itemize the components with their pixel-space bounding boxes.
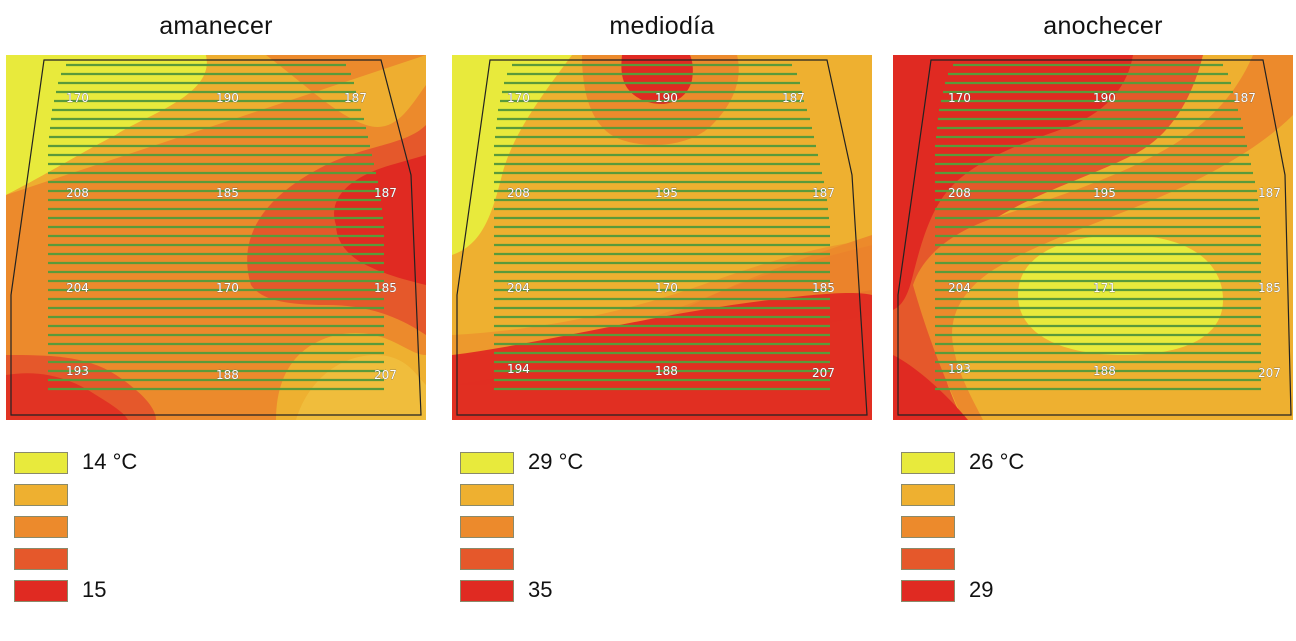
legend-label-top: 26 °C xyxy=(969,449,1025,474)
legend-swatch xyxy=(901,548,955,570)
legend-label-bottom: 29 xyxy=(969,577,994,602)
node-label: 204 xyxy=(66,281,89,295)
panel-title: anochecer xyxy=(1043,12,1163,40)
node-label: 188 xyxy=(655,364,678,378)
node-labels: 170 190 187 208 185 187 204 170 185 193 … xyxy=(66,91,397,383)
node-label: 190 xyxy=(216,91,239,105)
node-label: 185 xyxy=(216,186,239,200)
legend-item xyxy=(460,484,660,516)
node-label: 187 xyxy=(1233,91,1256,105)
heat-zone-light-orange xyxy=(296,355,426,420)
legend-item xyxy=(460,548,660,580)
node-label: 207 xyxy=(812,366,835,380)
heat-zone-red xyxy=(893,355,968,420)
heat-zone-red xyxy=(6,373,128,420)
node-label: 185 xyxy=(812,281,835,295)
node-label: 188 xyxy=(1093,364,1116,378)
node-label: 170 xyxy=(216,281,239,295)
row-lines xyxy=(48,63,384,391)
legend-swatch xyxy=(14,484,68,506)
node-label: 170 xyxy=(66,91,89,105)
node-label: 190 xyxy=(655,91,678,105)
row-lines xyxy=(935,63,1261,391)
node-label: 170 xyxy=(507,91,530,105)
row-lines xyxy=(494,63,830,391)
node-label: 194 xyxy=(507,362,530,376)
legend-swatch xyxy=(460,580,514,602)
node-label: 185 xyxy=(1258,281,1281,295)
node-label: 190 xyxy=(1093,91,1116,105)
panel-title: mediodía xyxy=(609,12,715,40)
legend-swatch xyxy=(901,580,955,602)
node-label: 208 xyxy=(507,186,530,200)
legend-swatch xyxy=(901,484,955,506)
panel-mediodia: mediodía xyxy=(452,0,872,641)
legend-item xyxy=(901,516,1101,548)
node-label: 195 xyxy=(1093,186,1116,200)
node-label: 204 xyxy=(948,281,971,295)
node-label: 187 xyxy=(344,91,367,105)
legend-swatch xyxy=(460,484,514,506)
legend-swatch xyxy=(14,452,68,474)
heat-zone-yellow xyxy=(6,55,207,195)
legend-swatch xyxy=(14,516,68,538)
field-outline xyxy=(456,59,868,416)
node-labels: 170 190 187 208 195 187 204 171 185 193 … xyxy=(948,91,1281,381)
node-label: 208 xyxy=(948,186,971,200)
node-label: 188 xyxy=(216,368,239,382)
node-label: 187 xyxy=(782,91,805,105)
legend-item xyxy=(14,484,214,516)
node-label: 187 xyxy=(374,186,397,200)
legend-item: 29 °C xyxy=(460,449,660,484)
field-outline xyxy=(897,59,1292,416)
legend-item xyxy=(14,548,214,580)
legend-label-bottom: 15 xyxy=(82,577,107,602)
legend-label-bottom: 35 xyxy=(528,577,553,602)
node-label: 187 xyxy=(812,186,835,200)
panel-amanecer: amanecer xyxy=(6,0,426,641)
legend-label-top: 29 °C xyxy=(528,449,584,474)
heat-zone-light-orange xyxy=(6,55,426,195)
node-label: 185 xyxy=(374,281,397,295)
heatmap-amanecer: 170 190 187 208 185 187 204 170 185 193 … xyxy=(6,55,426,420)
legend-swatch xyxy=(460,548,514,570)
node-labels: 170 190 187 208 195 187 204 170 185 194 … xyxy=(507,91,835,381)
node-label: 187 xyxy=(1258,186,1281,200)
legend-item xyxy=(901,484,1101,516)
legend-item: 35 xyxy=(460,577,660,612)
legend-swatch xyxy=(460,452,514,474)
node-label: 207 xyxy=(374,368,397,382)
legend-swatch xyxy=(14,548,68,570)
legend-item: 15 xyxy=(14,577,214,612)
node-label: 207 xyxy=(1258,366,1281,380)
legend-label-top: 14 °C xyxy=(82,449,138,474)
legend-swatch xyxy=(460,516,514,538)
node-label: 170 xyxy=(948,91,971,105)
legend-swatch xyxy=(14,580,68,602)
legend-swatch xyxy=(901,452,955,474)
node-label: 195 xyxy=(655,186,678,200)
field-outline xyxy=(10,59,422,416)
heat-zone-yellow xyxy=(452,55,572,255)
legend-item: 29 xyxy=(901,577,1101,612)
legend-item xyxy=(460,516,660,548)
node-label: 171 xyxy=(1093,281,1116,295)
heat-zone-red xyxy=(334,155,426,285)
legend-item xyxy=(901,548,1101,580)
node-label: 208 xyxy=(66,186,89,200)
heatmap-anochecer: 170 190 187 208 195 187 204 171 185 193 … xyxy=(893,55,1293,420)
node-label: 193 xyxy=(66,364,89,378)
legend-item: 14 °C xyxy=(14,449,214,484)
node-label: 170 xyxy=(655,281,678,295)
heatmap-mediodia: 170 190 187 208 195 187 204 170 185 194 … xyxy=(452,55,872,420)
node-label: 204 xyxy=(507,281,530,295)
legend-swatch xyxy=(901,516,955,538)
legend-item xyxy=(14,516,214,548)
node-label: 193 xyxy=(948,362,971,376)
legend-item: 26 °C xyxy=(901,449,1101,484)
panel-title: amanecer xyxy=(159,12,273,40)
panel-anochecer: anochecer 170 190 xyxy=(893,0,1296,641)
